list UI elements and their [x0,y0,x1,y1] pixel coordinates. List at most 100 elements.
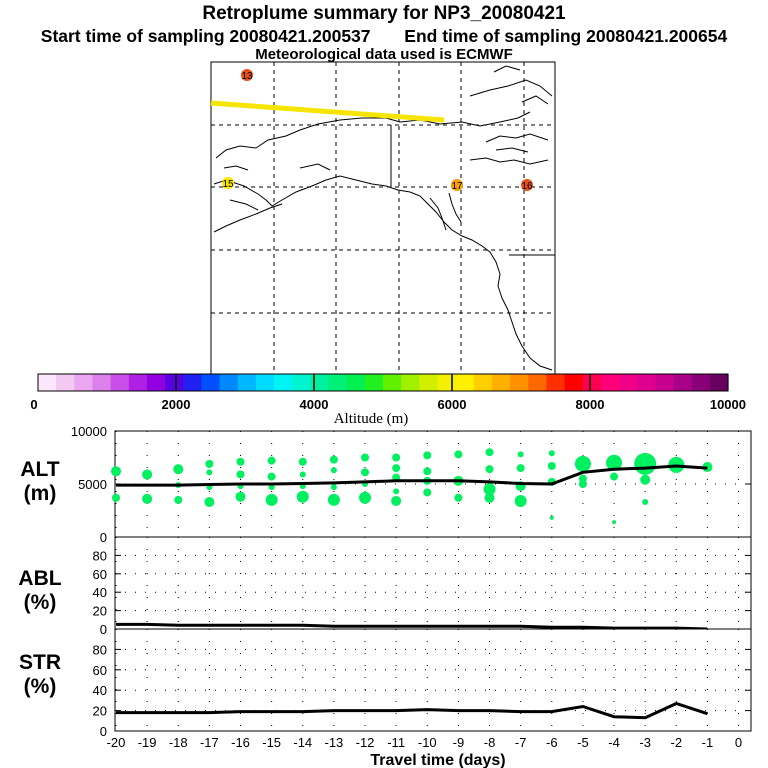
colorbar-cell [346,374,366,391]
colorbar-cell [292,374,311,391]
day-marker-15 [222,177,234,189]
altitude-cluster [423,467,432,476]
trajectory-track [210,100,445,123]
colorbar-cell [383,374,402,391]
colorbar-cell [274,374,293,391]
plot-title: Retroplume summary for NP3_20080421 [202,3,566,24]
colorbar-cell [600,374,620,391]
alt-axis-unit: (m) [24,482,57,505]
altitude-cluster [634,452,657,475]
x-tick-label: -5 [577,735,589,750]
colorbar-cell [528,374,548,391]
altitude-cluster [391,495,402,506]
day-marker-16 [521,179,533,191]
x-tick-label: -8 [484,735,496,750]
altitude-cluster [574,455,591,472]
altitude-cluster [454,493,463,502]
colorbar-cell [201,374,221,391]
altitude-cluster [330,467,337,474]
altitude-cluster [111,466,121,477]
x-tick-label: -17 [200,735,219,750]
colorbar-cell [491,374,511,391]
abl-panel: 0 20 40 60 80 ABL (%) [18,536,752,637]
x-tick-label: -7 [515,735,527,750]
altitude-cluster [548,450,555,457]
colorbar-cell [237,374,257,391]
day-marker-label: 17 [451,181,463,192]
str-axis-unit: (%) [24,675,57,698]
abl-frame [114,536,752,630]
x-tick-label: -6 [546,735,558,750]
altitude-cluster [517,451,524,458]
x-tick-label: -1 [702,735,714,750]
x-tick-label: -14 [293,735,312,750]
alt-axis-label: ALT [20,458,59,481]
altitude-cluster [142,469,153,480]
colorbar-tick-label: 8000 [576,397,605,412]
y-tick-label: 0 [100,530,107,545]
x-tick-label: -13 [324,735,343,750]
altitude-cluster [549,515,554,520]
x-tick-label: -3 [639,735,651,750]
str-axis-label: STR [19,651,61,674]
altitude-cluster [485,465,494,474]
altitude-cluster [299,471,306,478]
colorbar-cell [437,374,457,391]
colorbar-cell [419,374,439,391]
map-coastlines [213,65,555,371]
altitude-cluster [329,455,338,464]
altitude-cluster [485,448,494,457]
altitude-cluster [205,459,214,468]
colorbar-tick-label: 2000 [162,397,191,412]
start-time-label: Start time of sampling 20080421.200537 [40,26,371,46]
x-axis-label: Travel time (days) [370,752,505,768]
altitude-cluster [142,493,153,504]
day-marker-13 [241,69,253,81]
colorbar-cell [146,374,166,391]
alt-panel: 0 5000 10000 ALT (m) [20,424,752,545]
altitude-cluster [610,472,619,481]
colorbar-cell [546,374,566,391]
altitude-cluster [265,493,278,506]
abl-axis-label: ABL [18,567,61,590]
abl-line [116,622,708,631]
x-tick-label: -10 [418,735,437,750]
y-tick-label: 80 [93,548,107,563]
colorbar-cell [92,374,112,391]
colorbar-cell [56,374,75,391]
x-tick-label: -9 [453,735,465,750]
day-marker-label: 13 [241,71,253,82]
colorbar-cell [310,374,330,391]
altitude-cluster [235,491,246,502]
altitude-cluster [612,520,617,525]
altitude-cluster [516,464,525,473]
colorbar-tick-label: 6000 [438,397,467,412]
x-tick-label: -11 [387,735,405,750]
colorbar-cell [455,374,475,391]
colorbar-cell [328,374,348,391]
colorbar-cell [619,374,638,391]
y-tick-label: 40 [93,683,107,698]
altitude-cluster [204,497,215,508]
alt-mean-line [116,464,708,487]
y-tick-label: 0 [100,724,107,739]
altitude-cluster [578,480,587,488]
altitude-cluster [359,491,372,504]
y-tick-label: 10000 [71,424,107,439]
altitude-cluster [268,484,275,491]
altitude-cluster [112,493,120,502]
met-data-label: Meteorological data used is ECMWF [255,46,513,63]
altitude-cluster [330,484,337,491]
altitude-cluster [547,461,556,470]
map-graticule [211,62,555,374]
altitude-cluster [483,483,496,496]
altitude-cluster [454,450,463,459]
colorbar-cell [128,374,148,391]
altitude-cluster [327,493,340,506]
altitude-cluster [267,456,276,465]
y-tick-label: 60 [93,663,107,678]
altitude-cluster [392,453,401,462]
altitude-cluster [236,457,245,466]
x-tick-label: -15 [262,735,281,750]
